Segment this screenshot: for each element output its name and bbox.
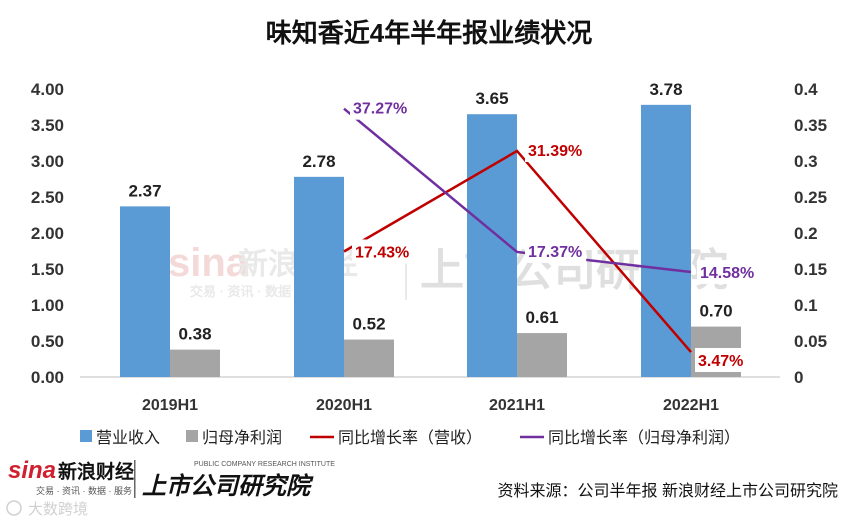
bar-value-label: 0.38 [178, 325, 211, 344]
bar-revenue [120, 206, 170, 377]
right-tick-label: 0.2 [794, 224, 818, 243]
left-tick-label: 3.50 [31, 116, 64, 135]
right-tick-label: 0.35 [794, 116, 827, 135]
legend-label: 同比增长率（营收） [338, 429, 482, 447]
left-tick-label: 0.50 [31, 332, 64, 351]
bar-value-label: 2.78 [302, 152, 335, 171]
line-profit-growth [343, 107, 692, 274]
bar-value-label: 2.37 [128, 181, 161, 200]
footer-sina-logo: sina [8, 457, 56, 484]
growth-label-box [352, 239, 414, 264]
growth-value-label: 31.39% [528, 143, 582, 160]
footer-institute: 上市公司研究院 [142, 473, 314, 500]
legend-swatch [80, 430, 92, 442]
chart-title: 味知香近4年半年报业绩状况 [266, 18, 592, 48]
growth-label-box [525, 238, 587, 263]
right-tick-label: 0.05 [794, 332, 827, 351]
watermark-sina-logo: sina [168, 241, 249, 285]
line-revenue-growth [343, 149, 692, 353]
bottom-watermark: 大数跨境 [6, 500, 88, 518]
left-tick-label: 1.00 [31, 296, 64, 315]
bar-value-label: 0.70 [699, 302, 732, 321]
line-series [343, 107, 692, 353]
bar-revenue [294, 176, 344, 377]
left-tick-label: 3.00 [31, 152, 64, 171]
left-axis: 0.00 0.50 1.00 1.50 2.00 2.50 3.00 3.50 4.00 [31, 80, 64, 387]
category-axis: 2019H1 2020H1 2021H1 2022H1 [142, 397, 719, 414]
bar-net-profit [517, 333, 567, 377]
bar-value-label: 3.65 [475, 89, 508, 108]
growth-value-label: 37.27% [353, 101, 407, 118]
right-tick-label: 0.4 [794, 80, 818, 99]
category-label: 2021H1 [489, 397, 545, 414]
growth-label-box [695, 348, 747, 373]
category-label: 2022H1 [663, 397, 719, 414]
bar-revenue [641, 104, 691, 377]
footer-divider [134, 460, 136, 498]
bar-net-profit [344, 339, 394, 377]
growth-label-box [697, 260, 759, 285]
category-label: 2020H1 [316, 397, 372, 414]
data-labels: 2.37 2.78 3.65 3.78 0.38 0.52 0.61 0.70 17.43% 31… [128, 80, 759, 373]
bar-net-profit [170, 349, 220, 377]
legend: 营业收入 归母净利润 同比增长率（营收） 同比增长率（归母净利润） [80, 429, 740, 447]
right-tick-label: 0.25 [794, 188, 827, 207]
right-tick-label: 0.15 [794, 260, 827, 279]
bar-value-label: 0.52 [352, 315, 385, 334]
growth-value-label: 3.47% [698, 353, 743, 370]
growth-label-box [350, 95, 412, 120]
right-axis: 0 0.05 0.1 0.15 0.2 0.25 0.3 0.35 0.4 [794, 80, 827, 387]
footer-branding: sina 新浪财经 交易 · 资讯 · 数据 · 服务 PUBLIC COMPA… [6, 457, 838, 518]
left-tick-label: 2.50 [31, 188, 64, 207]
growth-value-label: 14.58% [700, 265, 754, 282]
legend-swatch [186, 430, 198, 442]
left-tick-label: 4.00 [31, 80, 64, 99]
growth-value-label: 17.37% [528, 244, 582, 261]
bar-value-label: 0.61 [525, 308, 558, 327]
watermark-divider [405, 240, 407, 300]
legend-label: 归母净利润 [202, 429, 282, 447]
source-note: 资料来源：公司半年报 新浪财经上市公司研究院 [498, 482, 838, 500]
left-tick-label: 2.00 [31, 224, 64, 243]
legend-label: 同比增长率（归母净利润） [548, 429, 740, 447]
footer-sina-sub: 交易 · 资讯 · 数据 · 服务 [36, 485, 132, 496]
left-tick-label: 1.50 [31, 260, 64, 279]
bottom-watermark-icon [6, 500, 22, 516]
growth-value-label: 17.43% [355, 245, 409, 262]
bottom-watermark-text: 大数跨境 [28, 500, 88, 518]
bar-value-label: 3.78 [649, 80, 682, 99]
legend-label: 营业收入 [96, 429, 160, 447]
left-tick-label: 0.00 [31, 368, 64, 387]
footer-sina-name: 新浪财经 [58, 460, 134, 483]
right-tick-label: 0 [794, 368, 803, 387]
right-tick-label: 0.3 [794, 152, 818, 171]
footer-institute-en: PUBLIC COMPANY RESEARCH INSTITUTE [194, 461, 335, 468]
category-label: 2019H1 [142, 397, 198, 414]
right-tick-label: 0.1 [794, 296, 818, 315]
growth-label-box [525, 137, 587, 162]
